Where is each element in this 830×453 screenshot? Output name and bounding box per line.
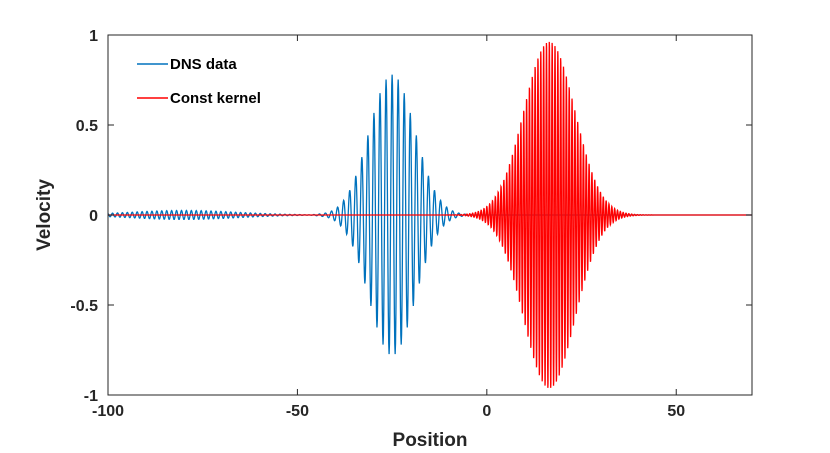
legend: DNS data Const kernel <box>137 56 261 107</box>
y-tick-label: 0 <box>89 208 98 225</box>
series-line-const-kernel <box>108 41 752 388</box>
x-tick-label: 0 <box>482 403 491 420</box>
y-tick-label: -1 <box>84 388 98 405</box>
legend-entry-dns-data: DNS data <box>170 56 237 73</box>
x-tick-label: -50 <box>286 403 309 420</box>
x-axis-label: Position <box>393 430 468 451</box>
legend-entry-const-kernel: Const kernel <box>170 90 261 107</box>
y-tick-label: 1 <box>89 28 98 45</box>
x-tick-label: 50 <box>667 403 685 420</box>
y-tick-label: 0.5 <box>76 118 98 135</box>
x-tick-label: -100 <box>92 403 124 420</box>
plot-area <box>107 34 753 396</box>
y-tick-label: -0.5 <box>70 298 98 315</box>
y-axis-label: Velocity <box>34 179 55 251</box>
x-axis-ticks: -100 -50 0 50 <box>92 35 685 420</box>
y-axis-ticks: -1 -0.5 0 0.5 1 <box>70 28 752 405</box>
